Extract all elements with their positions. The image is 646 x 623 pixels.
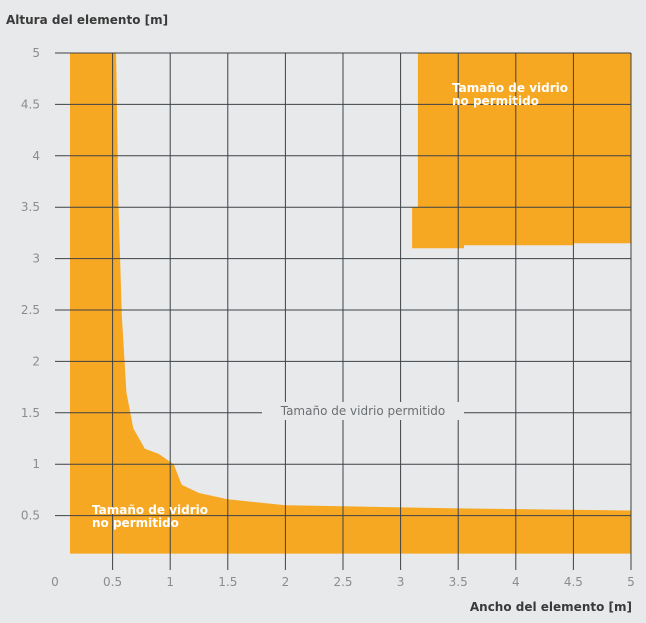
region-restricted-small — [70, 53, 631, 554]
region-restricted-large — [412, 53, 631, 249]
y-tick-label: 4.5 — [21, 97, 40, 111]
x-tick-label: 3.5 — [449, 575, 468, 589]
annotation-not-allowed-top-line2: no permitido — [452, 94, 539, 108]
x-tick-label: 2.5 — [333, 575, 352, 589]
annotation-not-allowed-top: Tamaño de vidrio no permitido — [452, 81, 568, 108]
y-tick-labels: 0.5 1 1.5 2 2.5 3 3.5 4 4.5 5 — [21, 46, 40, 523]
restricted-regions — [70, 53, 631, 554]
annotation-not-allowed-bottom: Tamaño de vidrio no permitido — [92, 503, 208, 530]
x-tick-label: 0.5 — [103, 575, 122, 589]
y-tick-label: 0.5 — [21, 509, 40, 523]
x-tick-label: 5 — [627, 575, 635, 589]
annotation-allowed-text: Tamaño de vidrio permitido — [280, 404, 446, 418]
annotation-not-allowed-top-line1: Tamaño de vidrio — [452, 81, 568, 95]
y-tick-label: 2.5 — [21, 303, 40, 317]
annotation-not-allowed-bottom-line2: no permitido — [92, 516, 179, 530]
grid-lines — [55, 52, 632, 570]
x-tick-label: 2 — [282, 575, 290, 589]
y-tick-label: 2 — [32, 354, 40, 368]
x-tick-label: 4.5 — [564, 575, 583, 589]
y-tick-label: 3.5 — [21, 200, 40, 214]
y-tick-label: 4 — [32, 149, 40, 163]
x-tick-labels: 0 0.5 1 1.5 2 2.5 3 3.5 4 4.5 5 — [51, 575, 635, 589]
y-tick-label: 1.5 — [21, 406, 40, 420]
x-axis-title: Ancho del elemento [m] — [469, 600, 632, 614]
y-axis-title: Altura del elemento [m] — [6, 13, 169, 27]
annotation-allowed: Tamaño de vidrio permitido — [262, 402, 464, 420]
y-tick-label: 1 — [32, 457, 40, 471]
y-tick-label: 3 — [32, 252, 40, 266]
annotation-not-allowed-bottom-line1: Tamaño de vidrio — [92, 503, 208, 517]
x-tick-label: 1.5 — [218, 575, 237, 589]
x-tick-label: 0 — [51, 575, 59, 589]
y-tick-label: 5 — [32, 46, 40, 60]
x-tick-label: 1 — [166, 575, 174, 589]
x-tick-label: 4 — [512, 575, 520, 589]
x-tick-label: 3 — [397, 575, 405, 589]
